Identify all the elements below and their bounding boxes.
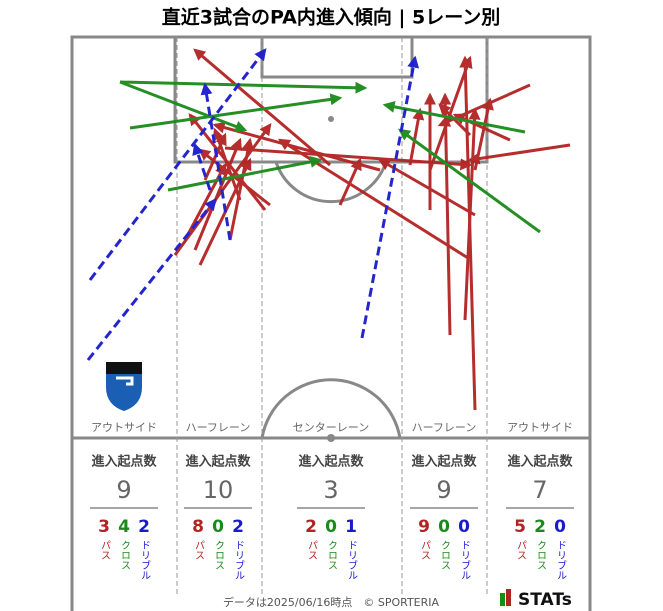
brand-mark: [500, 593, 505, 606]
cross-count: 0: [438, 517, 450, 537]
lane-header: 進入起点数: [185, 454, 251, 470]
lane-label: アウトサイド: [91, 421, 157, 434]
pass-count: 2: [305, 517, 317, 537]
pass-label: パス: [99, 540, 111, 560]
lane-label: センターレーン: [293, 421, 369, 434]
lane-label: ハーフレーン: [186, 421, 251, 434]
pass-count: 9: [418, 517, 430, 537]
lane-header: 進入起点数: [91, 454, 157, 470]
dribble-count: 0: [458, 517, 470, 537]
lane-total: 9: [436, 476, 451, 504]
brand: STATs: [518, 590, 572, 610]
pass-count: 3: [98, 517, 110, 537]
arrows: [86, 48, 571, 411]
dribble-label: ドリブル: [233, 540, 245, 580]
pass-label: パス: [419, 540, 431, 560]
title: 直近3試合のPA内進入傾向 | 5レーン別: [162, 6, 501, 29]
dribble-label: ドリブル: [346, 540, 358, 580]
dribble-count: 1: [345, 517, 357, 537]
dribble-label: ドリブル: [139, 540, 151, 580]
pass-label: パス: [306, 540, 318, 560]
club-logo: [106, 362, 142, 411]
cross-count: 2: [534, 517, 546, 537]
lane-total: 7: [532, 476, 547, 504]
cross-count: 0: [212, 517, 224, 537]
cross-label: クロス: [213, 540, 224, 570]
dribble-label: ドリブル: [555, 540, 567, 580]
dribble-count: 2: [138, 517, 150, 537]
dribble-label: ドリブル: [459, 540, 471, 580]
cross-label: クロス: [119, 540, 130, 570]
footer: データは2025/06/16時点 © SPORTERIA: [223, 595, 440, 609]
lane-total: 9: [116, 476, 131, 504]
brand-mark: [506, 589, 511, 606]
pass-label: パス: [193, 540, 205, 560]
lane-header: 進入起点数: [411, 454, 477, 470]
pitch: [70, 35, 592, 440]
pass-count: 5: [514, 517, 526, 537]
lane-label: アウトサイド: [507, 421, 573, 434]
cross-label: クロス: [326, 540, 337, 570]
cross-label: クロス: [439, 540, 450, 570]
dribble-count: 0: [554, 517, 566, 537]
lane-total: 10: [203, 476, 234, 504]
pass-count: 8: [192, 517, 204, 537]
lane-total: 3: [323, 476, 338, 504]
lane-header: 進入起点数: [507, 454, 573, 470]
cross-count: 4: [118, 517, 130, 537]
dribble-count: 2: [232, 517, 244, 537]
cross-count: 0: [325, 517, 337, 537]
lane-label: ハーフレーン: [412, 421, 477, 434]
lane-header: 進入起点数: [298, 454, 364, 470]
pass-label: パス: [515, 540, 527, 560]
cross-label: クロス: [535, 540, 546, 570]
